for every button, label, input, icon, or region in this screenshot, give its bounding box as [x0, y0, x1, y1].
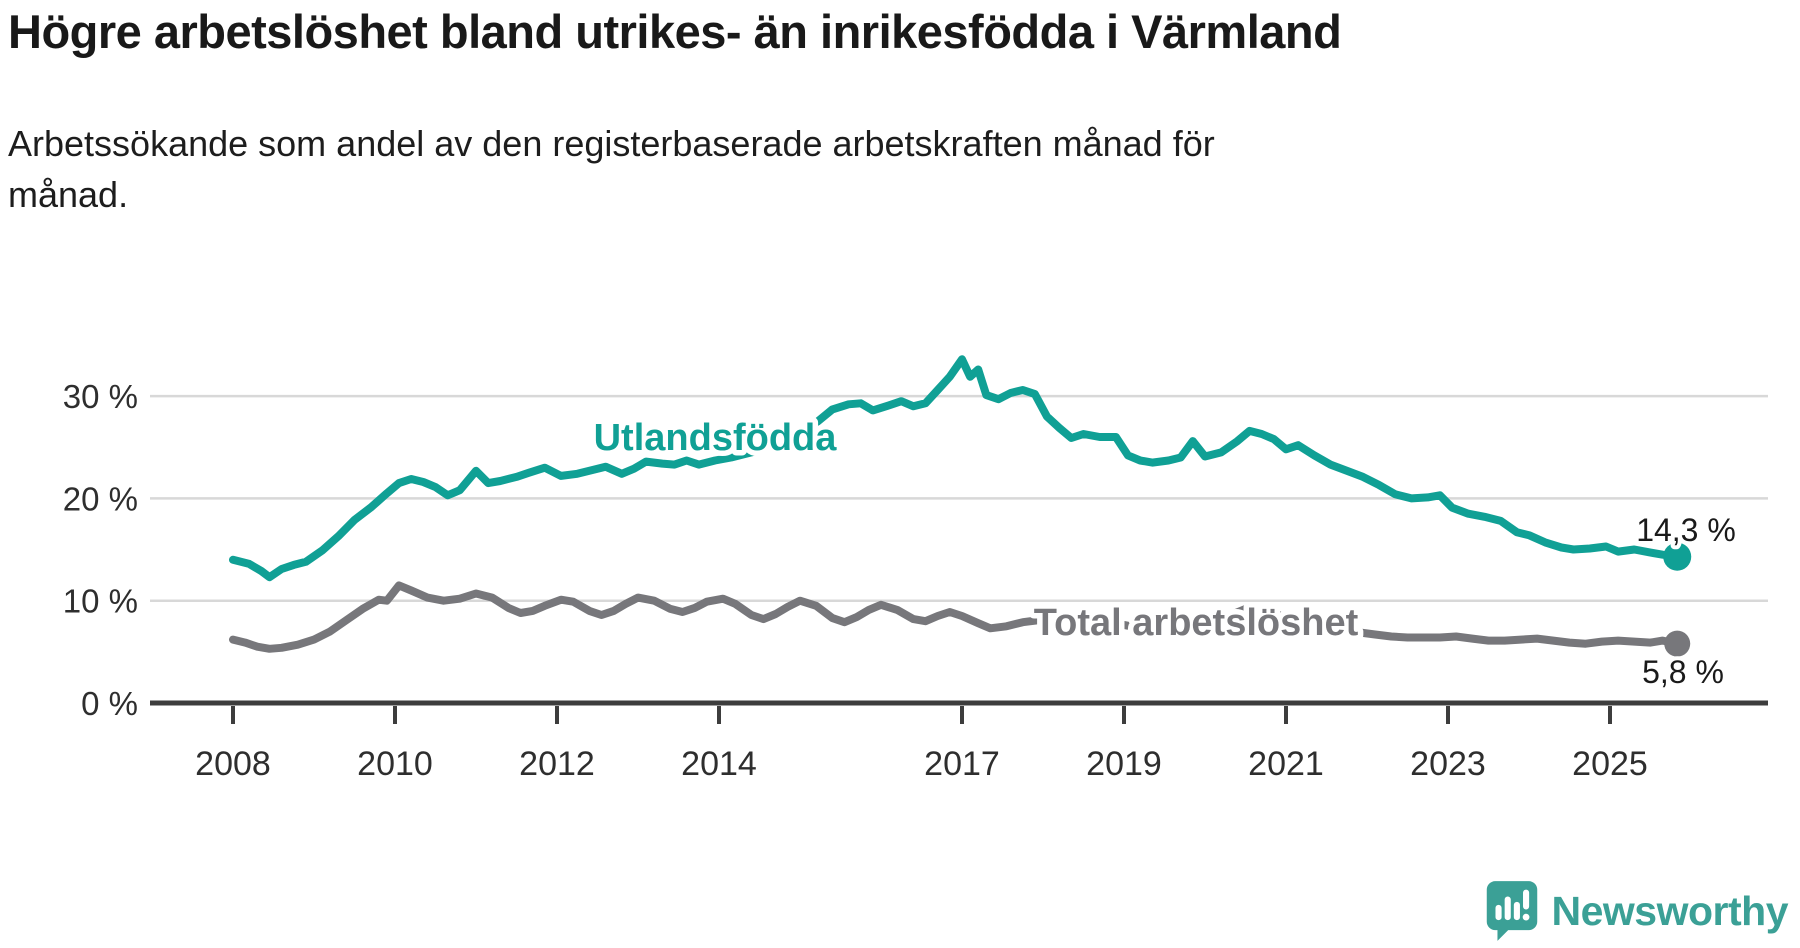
x-axis — [150, 700, 1768, 724]
y-axis-tick-labels: 0 % 10 % 20 % 30 % — [63, 378, 138, 722]
x-tick-label-2010: 2010 — [357, 745, 433, 783]
newsworthy-logo-icon — [1486, 881, 1537, 941]
series-line-total-arbetsl-shet — [229, 581, 1682, 653]
series-line-utlandsf-dda — [229, 355, 1682, 582]
logo-exclamation-stem — [1522, 889, 1529, 910]
series-label-total: Total arbetslöshet — [1034, 602, 1359, 644]
logo-bar-3 — [1513, 901, 1520, 921]
series-end-dots — [1663, 542, 1692, 657]
x-tick-label-2014: 2014 — [681, 745, 757, 783]
x-tick-label-2021: 2021 — [1248, 745, 1324, 783]
chart-subtitle: Arbetssökande som andel av den registerb… — [8, 118, 1215, 220]
y-tick-label-10: 10 % — [63, 583, 138, 620]
speech-bubble-shape — [1486, 881, 1537, 941]
x-axis-tick-labels: 2008 2010 2012 2014 2017 2019 2021 2023 2025 — [195, 745, 1648, 783]
chart-subtitle-line-1: Arbetssökande som andel av den registerb… — [8, 123, 1215, 164]
logo-bar-1 — [1494, 904, 1502, 921]
chart-title: Högre arbetslöshet bland utrikes- än inr… — [8, 5, 1342, 58]
x-tick-label-2017: 2017 — [924, 745, 1000, 783]
y-tick-label-20: 20 % — [63, 480, 138, 517]
series-end-dot-utlandsfodda — [1663, 542, 1692, 571]
logo-bar-2 — [1504, 896, 1511, 921]
gridlines — [150, 394, 1768, 602]
series-end-dot-total — [1664, 630, 1691, 657]
end-value-label-utlandsfodda: 14,3 % — [1636, 512, 1736, 548]
x-tick-label-2008: 2008 — [195, 745, 271, 783]
chart-subtitle-line-2: månad. — [8, 174, 129, 216]
newsworthy-logo-text: Newsworthy — [1551, 887, 1789, 934]
x-tick-label-2023: 2023 — [1410, 745, 1486, 783]
series-label-utlandsfodda: Utlandsfödda — [594, 417, 838, 459]
x-tick-label-2012: 2012 — [519, 745, 595, 783]
y-tick-label-30: 30 % — [63, 378, 138, 415]
y-tick-label-0: 0 % — [81, 685, 138, 722]
end-value-label-total: 5,8 % — [1642, 654, 1724, 690]
x-tick-label-2019: 2019 — [1086, 745, 1162, 783]
x-tick-label-2025: 2025 — [1572, 745, 1648, 783]
newsworthy-logo: Newsworthy — [1486, 880, 1789, 942]
logo-exclamation-dot — [1522, 913, 1529, 921]
series-lines — [229, 355, 1682, 653]
